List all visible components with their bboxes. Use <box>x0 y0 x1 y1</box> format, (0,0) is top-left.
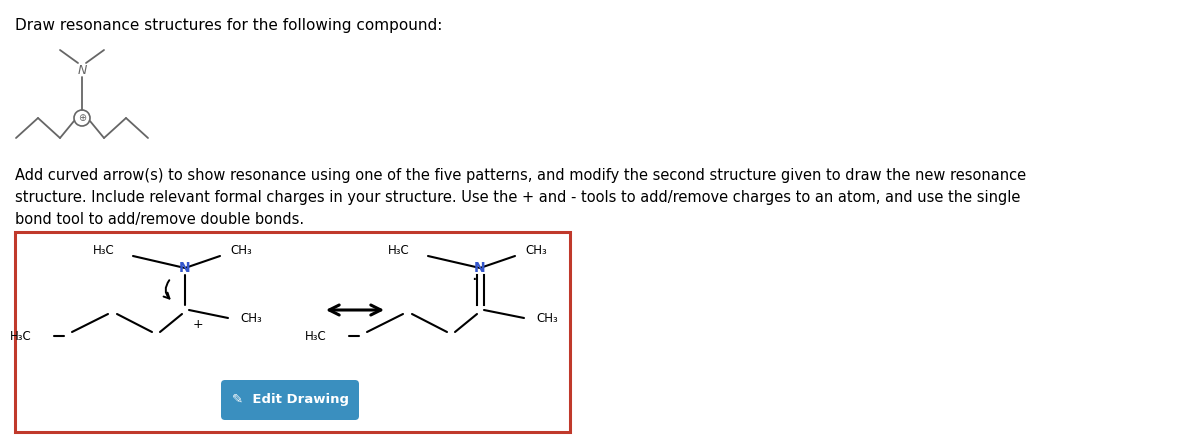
Text: H₃C: H₃C <box>11 330 32 343</box>
Text: N: N <box>179 261 191 275</box>
Text: CH₃: CH₃ <box>526 244 547 256</box>
Text: ⊕: ⊕ <box>78 113 86 123</box>
FancyBboxPatch shape <box>221 380 359 420</box>
Text: H₃C: H₃C <box>305 330 326 343</box>
Text: structure. Include relevant formal charges in your structure. Use the + and - to: structure. Include relevant formal charg… <box>14 190 1020 205</box>
Text: CH₃: CH₃ <box>240 311 262 325</box>
Text: Add curved arrow(s) to show resonance using one of the five patterns, and modify: Add curved arrow(s) to show resonance us… <box>14 168 1026 183</box>
Text: ✎  Edit Drawing: ✎ Edit Drawing <box>232 393 348 406</box>
Text: ·: · <box>472 271 476 289</box>
Text: N: N <box>77 63 86 77</box>
Text: H₃C: H₃C <box>94 244 115 256</box>
Text: CH₃: CH₃ <box>536 311 558 325</box>
Text: bond tool to add/remove double bonds.: bond tool to add/remove double bonds. <box>14 212 304 227</box>
Text: +: + <box>193 318 204 330</box>
Text: CH₃: CH₃ <box>230 244 252 256</box>
Text: Draw resonance structures for the following compound:: Draw resonance structures for the follow… <box>14 18 443 33</box>
Text: N: N <box>474 261 486 275</box>
Text: H₃C: H₃C <box>389 244 410 256</box>
FancyBboxPatch shape <box>14 232 570 432</box>
